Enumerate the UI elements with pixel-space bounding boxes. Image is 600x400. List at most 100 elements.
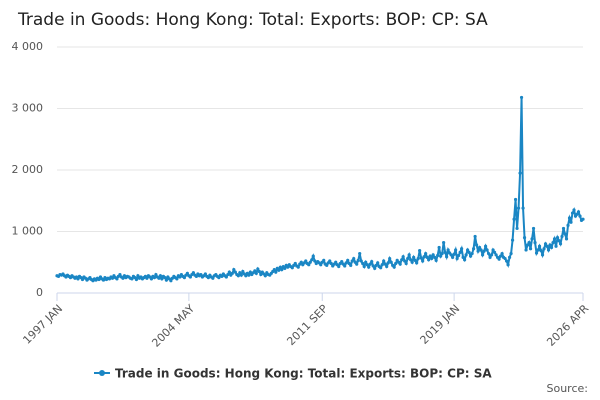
point: [115, 277, 119, 281]
point: [482, 249, 486, 253]
y-tick-label: 4 000: [12, 40, 44, 53]
point: [475, 243, 479, 247]
point: [203, 272, 207, 276]
point: [427, 258, 431, 262]
point: [439, 254, 443, 258]
point: [440, 252, 444, 256]
point: [145, 276, 149, 280]
point: [206, 276, 210, 280]
point: [239, 273, 243, 277]
point: [424, 252, 428, 256]
point: [199, 272, 203, 277]
point: [134, 277, 139, 282]
point: [121, 276, 125, 280]
point: [388, 256, 392, 261]
point: [407, 253, 411, 257]
point: [564, 237, 569, 241]
point: [563, 232, 567, 236]
point: [263, 274, 267, 278]
point: [328, 259, 332, 263]
point: [157, 276, 161, 280]
point: [442, 240, 446, 245]
point: [430, 256, 434, 261]
point: [280, 268, 284, 272]
point: [472, 247, 476, 251]
point: [220, 274, 224, 278]
point: [546, 248, 551, 252]
point: [304, 259, 308, 263]
point: [498, 254, 503, 258]
point: [110, 276, 115, 280]
point: [480, 253, 485, 257]
point: [446, 248, 450, 252]
point: [548, 243, 552, 247]
y-tick-label: 1 000: [12, 225, 44, 238]
point: [410, 260, 414, 264]
point: [367, 265, 371, 269]
point: [277, 268, 281, 272]
point: [227, 270, 231, 274]
point: [503, 256, 507, 261]
point: [352, 256, 356, 261]
point: [346, 258, 350, 263]
point: [513, 197, 518, 202]
point: [164, 278, 168, 282]
point: [389, 260, 393, 264]
point: [536, 248, 540, 252]
point: [528, 247, 533, 251]
point: [507, 255, 512, 259]
point: [343, 264, 347, 268]
point: [358, 252, 362, 256]
point: [175, 277, 179, 281]
point: [278, 265, 282, 269]
point: [169, 279, 173, 283]
point: [383, 262, 387, 266]
point: [527, 240, 531, 245]
point: [217, 276, 221, 280]
point: [274, 270, 278, 274]
point: [329, 261, 333, 266]
point: [445, 255, 449, 259]
point: [362, 264, 366, 269]
point: [334, 260, 338, 264]
point: [421, 259, 425, 263]
point: [540, 253, 545, 257]
point: [101, 278, 106, 282]
point: [486, 252, 491, 256]
point: [283, 266, 287, 270]
point: [97, 277, 101, 282]
point: [322, 258, 326, 263]
point: [253, 269, 257, 273]
source: Source:: [547, 382, 589, 395]
series-line: [56, 97, 584, 283]
point: [158, 274, 163, 278]
point: [226, 272, 230, 277]
point: [504, 259, 509, 263]
point: [576, 210, 581, 214]
point: [555, 236, 560, 240]
point: [136, 274, 140, 278]
point: [368, 262, 372, 266]
point: [182, 276, 186, 280]
point: [566, 223, 570, 227]
point: [415, 261, 419, 265]
point: [452, 252, 456, 256]
point: [557, 239, 561, 243]
point: [561, 226, 566, 231]
point: [476, 249, 480, 253]
point: [470, 252, 474, 256]
point: [460, 247, 464, 251]
x-tick-label: 2011 SEP: [284, 302, 330, 348]
point: [374, 263, 378, 267]
point: [534, 251, 539, 255]
point: [244, 274, 248, 278]
point: [494, 253, 498, 257]
point: [416, 256, 420, 261]
point: [259, 272, 263, 277]
point: [489, 253, 494, 257]
point: [382, 259, 386, 263]
point: [224, 275, 228, 279]
point: [533, 240, 537, 245]
point: [449, 253, 453, 257]
